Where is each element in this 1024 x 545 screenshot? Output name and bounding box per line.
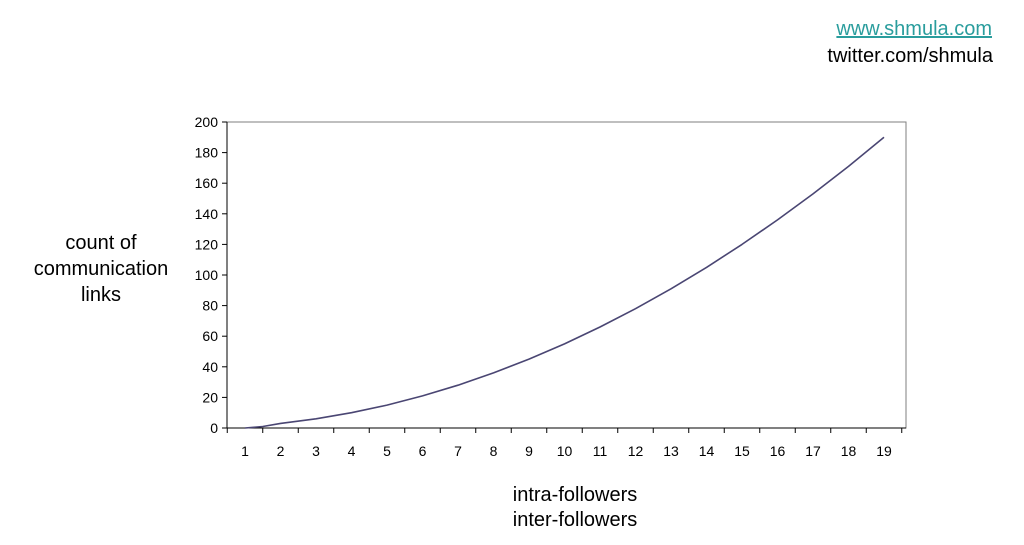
y-tick-label: 60 [202,328,218,344]
x-tick-label: 11 [593,443,608,459]
series-line [244,136,885,429]
y-tick-label: 0 [210,420,218,436]
x-tick-label: 17 [805,443,821,459]
y-axis-label: count of communication links [20,230,182,308]
x-tick-label: 10 [557,443,573,459]
x-axis-label-line-1: intra-followers [512,484,638,506]
x-tick-label: 16 [770,443,786,459]
twitter-handle: twitter.com/shmula [827,45,993,67]
y-tick-label: 80 [202,298,218,314]
y-tick-label: 40 [202,359,218,375]
y-tick-label: 20 [202,389,218,405]
x-tick-label: 8 [490,443,498,459]
y-tick-label: 200 [195,114,219,130]
y-tick-label: 180 [195,145,219,161]
x-tick-label: 6 [419,443,427,459]
x-tick-label: 18 [841,443,857,459]
y-tick-label: 140 [195,206,219,222]
x-tick-label: 1 [241,443,249,459]
x-tick-label: 5 [383,443,391,459]
x-tick-label: 14 [699,443,715,459]
y-tick-label: 160 [195,175,219,191]
x-tick-label: 12 [628,443,644,459]
x-tick-label: 15 [734,443,750,459]
plot-area [226,121,907,429]
y-axis-label-line-3: links [80,284,121,306]
x-tick-label: 7 [454,443,462,459]
x-tick-label: 13 [663,443,679,459]
y-tick-label: 100 [195,267,219,283]
y-axis-label-line-1: count of [65,232,137,254]
x-tick-label: 19 [876,443,892,459]
x-tick-label: 3 [312,443,320,459]
x-axis-label: intra-followers inter-followers [455,483,695,533]
y-tick-label: 120 [195,236,219,252]
x-axis-label-line-2: inter-followers [512,509,638,531]
x-tick-label: 4 [348,443,356,459]
x-tick-label: 9 [525,443,533,459]
y-axis-label-line-2: communication [33,258,169,280]
site-link[interactable]: www.shmula.com [836,18,992,40]
x-tick-label: 2 [277,443,285,459]
